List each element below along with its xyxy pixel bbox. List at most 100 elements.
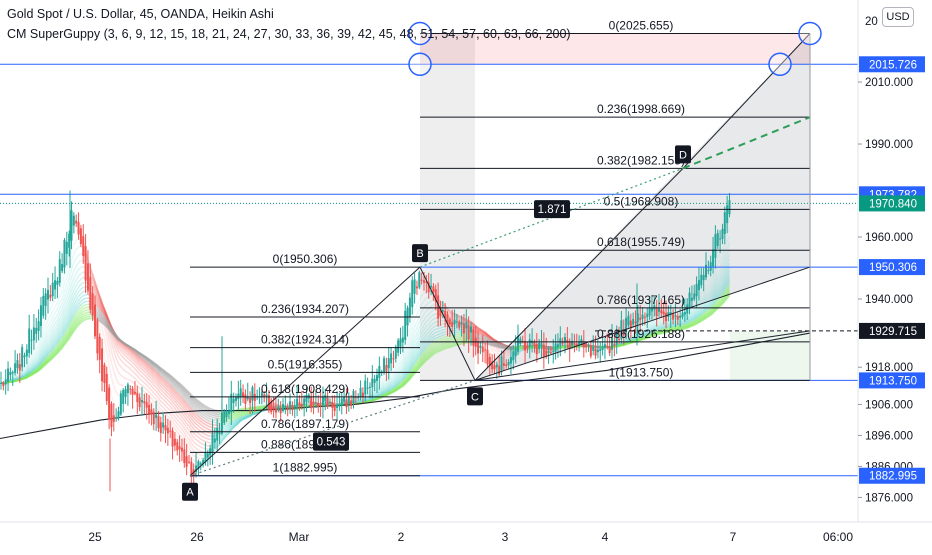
guppy-ema-segment [203,430,205,431]
guppy-ema-segment [205,425,207,426]
guppy-ema-segment [196,435,198,437]
guppy-ema-segment [142,372,144,374]
guppy-ema-segment [187,428,189,431]
guppy-ema-segment [121,385,123,386]
guppy-ema-segment [166,394,168,397]
guppy-ema-segment [173,414,175,417]
guppy-ema-segment [67,278,69,284]
guppy-ema-segment [149,383,151,385]
guppy-ema-segment [184,420,186,423]
guppy-ema-segment [158,390,160,393]
guppy-ema-segment [128,358,130,360]
guppy-ema-segment [50,311,52,316]
guppy-ema-segment [177,415,179,418]
guppy-ema-segment [161,410,163,412]
guppy-ema-segment [180,418,182,421]
guppy-ema-segment [440,330,442,331]
guppy-ema-segment [128,367,130,369]
guppy-ema-segment [79,298,81,301]
guppy-ema-segment [137,381,139,384]
guppy-ema-segment [194,446,196,448]
guppy-ema-segment [76,276,78,280]
guppy-ema-segment [154,389,156,391]
guppy-ema-segment [161,406,163,408]
guppy-ema-segment [126,353,128,355]
guppy-ema-segment [126,356,128,358]
guppy-ema-segment [140,384,142,386]
guppy-ema-segment [147,385,149,388]
guppy-ema-segment [144,379,146,381]
guppy-ema-segment [506,357,508,358]
guppy-ema-segment [130,374,132,376]
guppy-ema-segment [205,419,207,420]
guppy-ema-segment [175,429,177,432]
guppy-ema-segment [187,436,189,439]
guppy-ema-segment [175,405,177,408]
guppy-ema-segment [74,240,76,244]
guppy-ema-segment [191,418,193,421]
guppy-ema-segment [201,428,203,430]
guppy-ema-segment [203,423,205,424]
guppy-ema-segment [205,438,207,439]
guppy-ema-segment [203,417,205,418]
guppy-ema-segment [48,323,50,327]
guppy-ema-segment [180,404,182,407]
guppy-ema-segment [196,412,198,414]
guppy-ema-segment [116,392,118,396]
guppy-ema-segment [198,458,200,459]
guppy-ema-segment [440,327,442,328]
guppy-ema-segment [76,292,78,296]
guppy-ema-segment [445,336,447,337]
guppy-ema-segment [48,317,50,320]
guppy-ema-segment [415,328,417,333]
guppy-ema-segment [224,426,226,427]
guppy-ema-segment [191,443,193,446]
guppy-ema-segment [436,335,438,336]
guppy-ema-segment [187,424,189,427]
guppy-ema-segment [121,367,123,369]
guppy-ema-segment [189,448,191,452]
guppy-ema-segment [81,272,83,273]
guppy-ema-segment [443,335,445,336]
guppy-ema-segment [175,416,177,419]
guppy-ema-segment [48,328,50,332]
guppy-ema-segment [187,412,189,415]
guppy-ema-segment [114,386,116,392]
guppy-ema-segment [440,335,442,336]
guppy-ema-segment [140,367,142,369]
guppy-ema-segment [168,404,170,406]
guppy-ema-segment [163,407,165,409]
guppy-ema-segment [201,416,203,418]
guppy-ema-segment [175,421,177,424]
guppy-ema-segment [443,337,445,338]
guppy-ema-segment [81,299,83,301]
guppy-ema-segment [168,397,170,399]
guppy-ema-segment [50,318,52,323]
guppy-ema-segment [201,443,203,444]
guppy-ema-segment [161,390,163,392]
guppy-ema-segment [168,416,170,418]
guppy-ema-segment [191,438,193,441]
guppy-ema-segment [72,263,74,270]
guppy-ema-segment [135,373,137,376]
guppy-ema-segment [208,429,210,430]
guppy-ema-segment [173,418,175,421]
guppy-ema-segment [154,397,156,399]
guppy-ema-segment [107,351,109,365]
guppy-ema-segment [173,402,175,405]
guppy-ema-segment [168,393,170,395]
guppy-ema-segment [166,410,168,412]
guppy-ema-segment [121,351,123,354]
guppy-ema-segment [83,298,85,299]
guppy-ema-segment [443,329,445,330]
guppy-ema-segment [191,448,193,451]
guppy-ema-segment [111,362,113,371]
guppy-ema-segment [205,428,207,429]
guppy-ema-segment [499,349,501,350]
guppy-ema-segment [128,373,130,375]
guppy-ema-segment [67,270,69,277]
guppy-ema-segment [187,441,189,444]
guppy-ema-segment [170,414,172,417]
